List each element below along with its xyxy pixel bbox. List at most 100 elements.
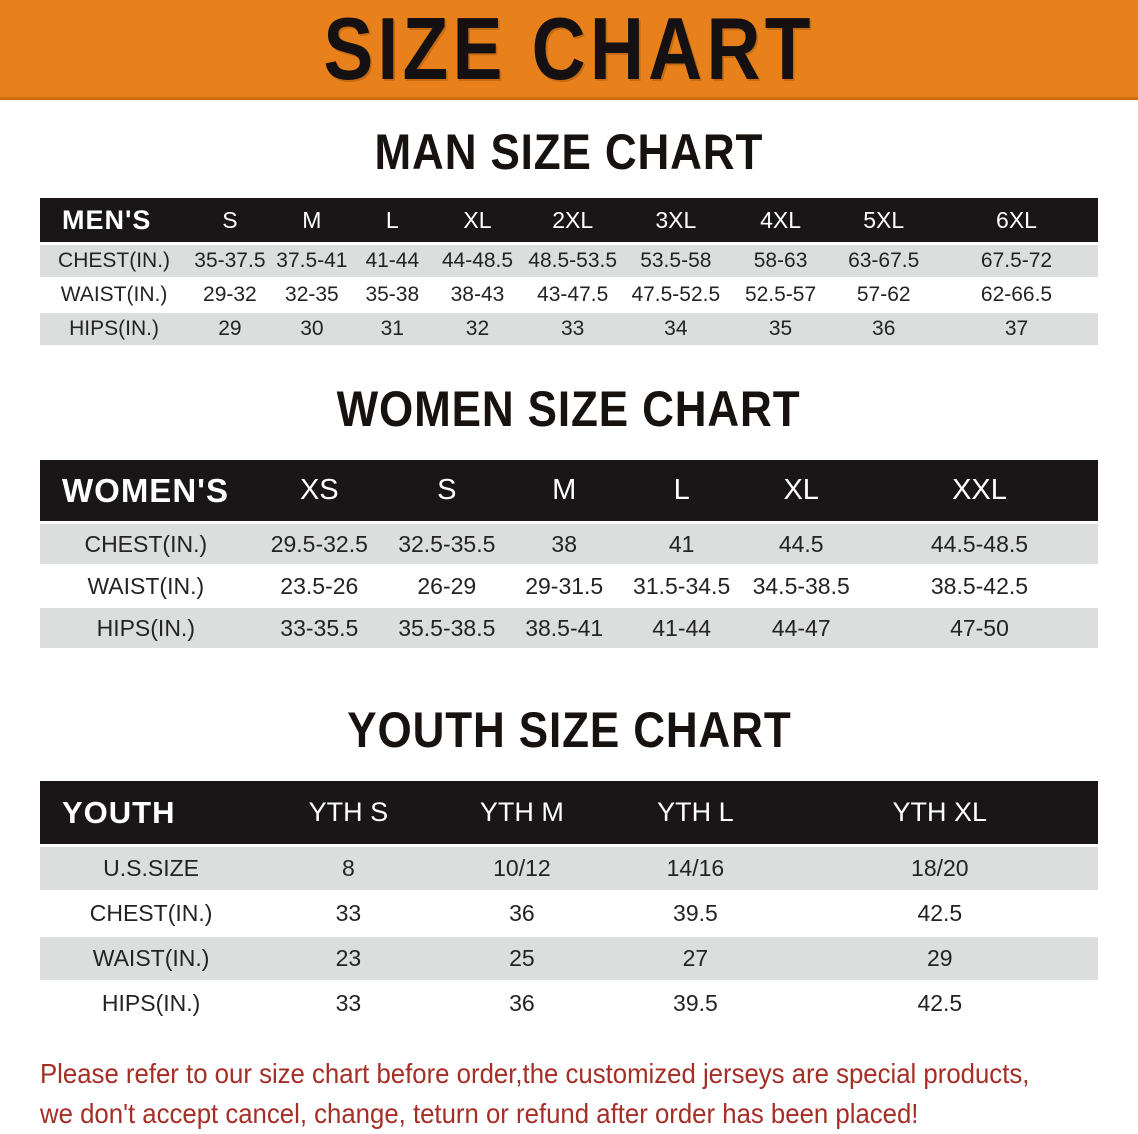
youth-chart-heading-text: YOUTH SIZE CHART (346, 702, 792, 758)
size-value-cell: 37 (935, 313, 1098, 347)
size-value-cell: 41-44 (352, 245, 433, 279)
size-column-header: YTH L (609, 781, 782, 847)
measurement-row-label: WAIST(IN.) (40, 937, 263, 982)
size-value-cell: 62-66.5 (935, 279, 1098, 313)
size-value-cell: 39.5 (609, 892, 782, 937)
size-column-header: 6XL (935, 198, 1098, 245)
disclaimer-line-2: we don't accept cancel, change, teturn o… (40, 1098, 919, 1130)
size-value-cell: 29.5-32.5 (251, 524, 388, 566)
size-value-cell: 44.5-48.5 (860, 524, 1098, 566)
size-value-cell: 29-31.5 (506, 566, 622, 608)
men-header-row: MEN'S S M L XL 2XL 3XL 4XL 5XL 6XL (40, 198, 1098, 245)
size-value-cell: 23 (262, 937, 435, 982)
measurement-row-label: CHEST(IN.) (40, 524, 252, 566)
size-value-cell: 38.5-42.5 (860, 566, 1098, 608)
size-value-cell: 36 (434, 982, 610, 1027)
youth-chart-heading: YOUTH SIZE CHART (0, 705, 1138, 755)
women-table-title: WOMEN'S (40, 460, 252, 524)
size-value-cell: 41-44 (621, 608, 742, 650)
youth-header-row: YOUTH YTH S YTH M YTH L YTH XL (40, 781, 1098, 847)
youth-table-title: YOUTH (40, 781, 263, 847)
size-value-cell: 42.5 (781, 982, 1098, 1027)
measurement-row-label: HIPS(IN.) (40, 982, 263, 1027)
table-row: CHEST(IN.) 35-37.5 37.5-41 41-44 44-48.5 48.5… (40, 245, 1098, 279)
size-value-cell: 34.5-38.5 (741, 566, 861, 608)
size-value-cell: 58-63 (728, 245, 833, 279)
size-value-cell: 26-29 (387, 566, 507, 608)
size-value-cell: 29-32 (188, 279, 272, 313)
size-value-cell: 35-38 (352, 279, 433, 313)
size-value-cell: 44-48.5 (432, 245, 523, 279)
size-value-cell: 39.5 (609, 982, 782, 1027)
size-value-cell: 43-47.5 (522, 279, 623, 313)
measurement-row-label: U.S.SIZE (40, 847, 263, 892)
size-column-header: 2XL (522, 198, 623, 245)
size-column-header: S (387, 460, 507, 524)
youth-size-chart-section: YOUTH SIZE CHART YOUTH YTH S YTH M YTH L YTH… (0, 705, 1138, 1027)
size-value-cell: 47-50 (860, 608, 1098, 650)
measurement-row-label: CHEST(IN.) (40, 892, 263, 937)
size-column-header: 5XL (832, 198, 936, 245)
size-column-header: YTH M (434, 781, 610, 847)
size-value-cell: 32.5-35.5 (387, 524, 507, 566)
size-value-cell: 38.5-41 (506, 608, 622, 650)
disclaimer-line-1: Please refer to our size chart before or… (40, 1058, 1030, 1089)
size-value-cell: 41 (621, 524, 742, 566)
men-size-table: MEN'S S M L XL 2XL 3XL 4XL 5XL 6XL CHEST(IN.) 35-3… (40, 198, 1098, 347)
measurement-row-label: HIPS(IN.) (40, 608, 252, 650)
size-value-cell: 36 (434, 892, 610, 937)
size-value-cell: 37.5-41 (271, 245, 353, 279)
size-column-header: XL (741, 460, 861, 524)
size-column-header: M (271, 198, 353, 245)
size-column-header: L (621, 460, 742, 524)
size-value-cell: 29 (188, 313, 272, 347)
men-chart-heading: MAN SIZE CHART (0, 127, 1138, 177)
size-column-header: S (188, 198, 272, 245)
size-value-cell: 38-43 (432, 279, 523, 313)
measurement-row-label: HIPS(IN.) (40, 313, 189, 347)
size-value-cell: 23.5-26 (251, 566, 388, 608)
women-size-table: WOMEN'S XS S M L XL XXL CHEST(IN.) 29.5-32.5 32.… (40, 460, 1098, 650)
measurement-row-label: WAIST(IN.) (40, 279, 189, 313)
size-value-cell: 25 (434, 937, 610, 982)
size-value-cell: 33 (262, 982, 435, 1027)
size-value-cell: 35.5-38.5 (387, 608, 507, 650)
size-value-cell: 42.5 (781, 892, 1098, 937)
size-value-cell: 27 (609, 937, 782, 982)
table-row: HIPS(IN.) 33-35.5 35.5-38.5 38.5-41 41-44 44-… (40, 608, 1098, 650)
size-column-header: 3XL (622, 198, 729, 245)
table-row: WAIST(IN.) 29-32 32-35 35-38 38-43 43-47.5 47.… (40, 279, 1098, 313)
size-value-cell: 33 (262, 892, 435, 937)
women-size-chart-section: WOMEN SIZE CHART WOMEN'S XS S M L XL XXL CHEST… (0, 384, 1138, 650)
table-row: CHEST(IN.) 33 36 39.5 42.5 (40, 892, 1098, 937)
banner-title: SIZE CHART (323, 0, 815, 98)
size-value-cell: 10/12 (434, 847, 610, 892)
size-value-cell: 31 (352, 313, 433, 347)
size-value-cell: 32 (432, 313, 523, 347)
size-column-header: 4XL (728, 198, 833, 245)
size-value-cell: 63-67.5 (832, 245, 936, 279)
women-chart-heading-text: WOMEN SIZE CHART (337, 381, 801, 437)
size-value-cell: 33-35.5 (251, 608, 388, 650)
table-row: U.S.SIZE 8 10/12 14/16 18/20 (40, 847, 1098, 892)
size-column-header: YTH XL (781, 781, 1098, 847)
size-value-cell: 30 (271, 313, 353, 347)
size-value-cell: 48.5-53.5 (522, 245, 623, 279)
order-disclaimer: Please refer to our size chart before or… (40, 1054, 1050, 1134)
table-row: WAIST(IN.) 23 25 27 29 (40, 937, 1098, 982)
size-value-cell: 8 (262, 847, 435, 892)
size-value-cell: 35 (728, 313, 833, 347)
size-value-cell: 18/20 (781, 847, 1098, 892)
size-column-header: L (352, 198, 433, 245)
size-value-cell: 29 (781, 937, 1098, 982)
table-row: HIPS(IN.) 29 30 31 32 33 34 35 36 37 (40, 313, 1098, 347)
size-value-cell: 57-62 (832, 279, 936, 313)
size-value-cell: 36 (832, 313, 936, 347)
size-value-cell: 47.5-52.5 (622, 279, 729, 313)
size-value-cell: 35-37.5 (188, 245, 272, 279)
size-column-header: XS (251, 460, 388, 524)
size-value-cell: 44-47 (741, 608, 861, 650)
women-chart-heading: WOMEN SIZE CHART (0, 384, 1138, 434)
size-value-cell: 14/16 (609, 847, 782, 892)
